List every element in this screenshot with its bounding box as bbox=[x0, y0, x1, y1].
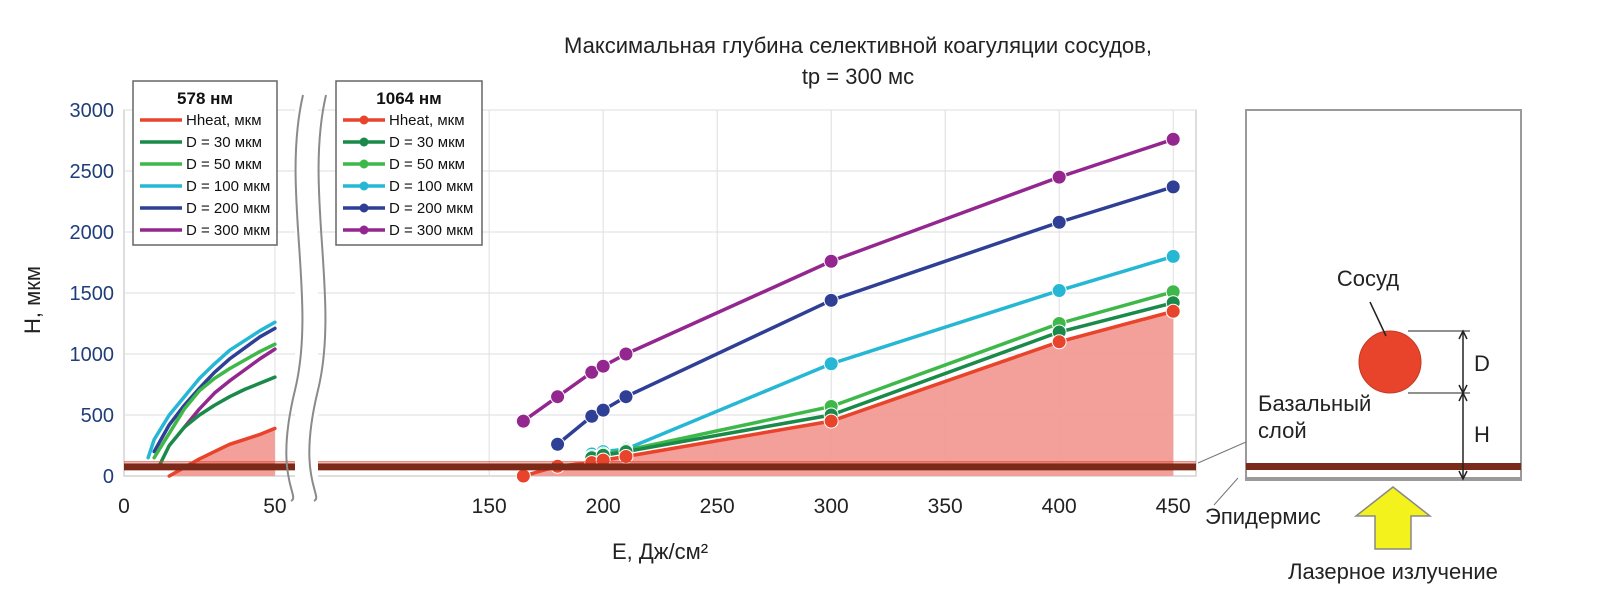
data-point bbox=[584, 364, 600, 380]
legend-entry: D = 30 мкм bbox=[186, 134, 262, 151]
axis-break bbox=[285, 90, 327, 502]
vessel-label: Сосуд bbox=[1337, 266, 1399, 291]
legend-marker bbox=[359, 137, 369, 147]
y-tick-label: 1000 bbox=[70, 344, 115, 366]
legend-entry: D = 300 мкм bbox=[389, 222, 473, 239]
legend-entry: D = 200 мкм bbox=[389, 200, 473, 217]
data-point bbox=[823, 413, 839, 429]
legend-entry: D = 50 мкм bbox=[389, 156, 465, 173]
data-point bbox=[595, 402, 611, 418]
legend-entry: Hheat, мкм bbox=[186, 112, 262, 129]
x-tick-label: 200 bbox=[586, 495, 621, 518]
data-point bbox=[515, 413, 531, 429]
legend-title: 1064 нм bbox=[376, 89, 441, 108]
legend-title: 578 нм bbox=[177, 89, 233, 108]
vessel bbox=[1358, 330, 1422, 394]
x-tick-label: 0 bbox=[118, 495, 130, 518]
x-tick-label: 250 bbox=[700, 495, 735, 518]
legend-entry: D = 30 мкм bbox=[389, 134, 465, 151]
dimension-h-arrows bbox=[1458, 391, 1468, 481]
legend-entry: D = 100 мкм bbox=[186, 178, 270, 195]
x-tick-label: 150 bbox=[472, 495, 507, 518]
legend-marker bbox=[359, 225, 369, 235]
tick-labels: 0 500 1000 1500 2000 2500 3000 0 50 150 200 250 300 3… bbox=[70, 100, 1191, 518]
vessel-pointer bbox=[1369, 301, 1387, 337]
epidermis-label: Эпидермис bbox=[1205, 504, 1321, 529]
data-point bbox=[1165, 248, 1181, 264]
x-tick-label: 350 bbox=[928, 495, 963, 518]
series-line bbox=[152, 326, 277, 454]
diameter-label: D bbox=[1474, 351, 1490, 376]
data-point bbox=[1051, 334, 1067, 350]
y-axis-label: H, мкм bbox=[20, 266, 45, 334]
data-point bbox=[1051, 214, 1067, 230]
diagram-frame bbox=[1245, 109, 1522, 481]
data-point bbox=[515, 468, 531, 484]
epidermis-pointer bbox=[1213, 477, 1239, 506]
data-point bbox=[550, 436, 566, 452]
data-point bbox=[1051, 283, 1067, 299]
x-tick-label: 450 bbox=[1156, 495, 1191, 518]
basal-layer bbox=[1246, 463, 1521, 470]
chart-title: Максимальная глубина селективной коагуля… bbox=[564, 33, 1152, 58]
data-point bbox=[823, 292, 839, 308]
basal-layer-pointer bbox=[1197, 441, 1247, 464]
y-tick-label: 1500 bbox=[70, 283, 115, 305]
y-tick-label: 0 bbox=[103, 466, 114, 488]
skin-diagram: Сосуд D H Базальный слой Эпидермис Лазер… bbox=[1197, 109, 1522, 584]
data-point bbox=[823, 356, 839, 372]
data-point bbox=[1165, 131, 1181, 147]
legends: 578 нм Hheat, мкм D = 30 мкм D = 50 мкм D = … bbox=[132, 80, 483, 246]
x-axis-label: E, Дж/см² bbox=[612, 539, 708, 564]
basal-layer-label-line1: Базальный bbox=[1258, 391, 1371, 416]
baseline-band bbox=[124, 463, 1196, 471]
legend-entry: D = 300 мкм bbox=[186, 222, 270, 239]
data-point bbox=[823, 253, 839, 269]
axis-break-wave bbox=[285, 94, 304, 502]
y-tick-label: 2500 bbox=[70, 161, 115, 183]
data-point bbox=[618, 346, 634, 362]
laser-label: Лазерное излучение bbox=[1288, 559, 1498, 584]
axis-break-wave bbox=[308, 94, 327, 502]
series-layer bbox=[146, 131, 1181, 484]
y-tick-label: 2000 bbox=[70, 222, 115, 244]
depth-label: H bbox=[1474, 422, 1490, 447]
legend-entry: D = 200 мкм bbox=[186, 200, 270, 217]
data-point bbox=[1051, 169, 1067, 185]
x-tick-label: 300 bbox=[814, 495, 849, 518]
legend-marker bbox=[359, 203, 369, 213]
data-point bbox=[618, 389, 634, 405]
chart-subtitle: tp = 300 мс bbox=[802, 64, 914, 89]
legend-entry: D = 50 мкм bbox=[186, 156, 262, 173]
y-tick-label: 3000 bbox=[70, 100, 115, 122]
laser-arrow-icon bbox=[1353, 486, 1433, 550]
data-point bbox=[1165, 179, 1181, 195]
legend-marker bbox=[359, 181, 369, 191]
legend-marker bbox=[359, 115, 369, 125]
legend-marker bbox=[359, 159, 369, 169]
legend-entry: D = 100 мкм bbox=[389, 178, 473, 195]
series-line bbox=[146, 320, 277, 460]
series-line bbox=[152, 342, 277, 460]
data-point bbox=[550, 389, 566, 405]
legend-entry: Hheat, мкм bbox=[389, 112, 465, 129]
series-area bbox=[523, 311, 1174, 476]
y-tick-label: 500 bbox=[81, 405, 114, 427]
series-line bbox=[182, 347, 277, 429]
x-tick-label: 50 bbox=[263, 495, 286, 518]
series-line bbox=[158, 375, 277, 466]
x-tick-label: 400 bbox=[1042, 495, 1077, 518]
axis-break-gap bbox=[295, 90, 318, 496]
data-point bbox=[595, 358, 611, 374]
basal-layer-label-line2: слой bbox=[1258, 418, 1307, 443]
data-point bbox=[1165, 303, 1181, 319]
data-point bbox=[584, 408, 600, 424]
